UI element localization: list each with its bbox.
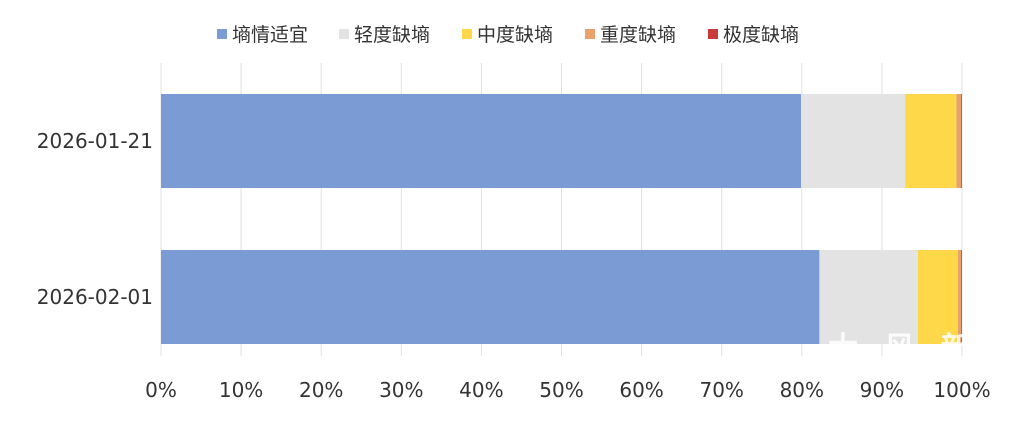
legend-swatch: [585, 29, 595, 39]
bars: [161, 94, 962, 344]
x-tick-label: 70%: [699, 378, 743, 402]
legend-label: 中度缺墒: [477, 24, 553, 46]
legend-swatch: [339, 29, 349, 39]
legend-item: 墒情适宜: [217, 24, 308, 46]
bar-segment-1-4: [956, 94, 962, 188]
watermark: 大 风 新: [828, 331, 979, 366]
x-tick-label: 0%: [145, 378, 177, 402]
legend-item: 极度缺墒: [708, 24, 799, 46]
category-labels: 2026-01-21 2026-02-01: [37, 129, 153, 309]
category-label: 2026-02-01: [37, 285, 153, 309]
bar-segment-2-2: [819, 250, 918, 344]
legend-item: 重度缺墒: [585, 24, 676, 46]
legend-label: 极度缺墒: [723, 24, 799, 46]
x-tick-label: 60%: [619, 378, 663, 402]
bar-segment-2-5: [961, 250, 962, 344]
bar-segment-1-1: [161, 94, 801, 188]
x-tick-label: 10%: [219, 378, 263, 402]
legend-item: 中度缺墒: [462, 24, 553, 46]
legend-label: 轻度缺墒: [354, 24, 430, 46]
x-tick-label: 20%: [299, 378, 343, 402]
legend-item: 轻度缺墒: [339, 24, 430, 46]
legend-swatch: [708, 29, 718, 39]
bar-segment-2-4: [957, 250, 962, 344]
bar-segment-1-3: [905, 94, 957, 188]
bar-segment-1-5: [961, 94, 962, 188]
x-tick-label: 30%: [379, 378, 423, 402]
legend-label: 重度缺墒: [600, 24, 676, 46]
x-tick-label: 90%: [860, 378, 904, 402]
bar-segment-2-3: [917, 250, 958, 344]
x-tick-label: 80%: [780, 378, 824, 402]
category-label: 2026-01-21: [37, 129, 153, 153]
legend-label: 墒情适宜: [232, 24, 308, 46]
bar-segment-1-2: [800, 94, 906, 188]
x-tick-label: 100%: [933, 378, 990, 402]
legend-swatch: [217, 29, 227, 39]
legend: 墒情适宜 轻度缺墒 中度缺墒 重度缺墒 极度缺墒: [217, 24, 799, 46]
x-tick-label: 40%: [459, 378, 503, 402]
x-tick-label: 50%: [539, 378, 583, 402]
legend-swatch: [462, 29, 472, 39]
bar-segment-2-1: [161, 250, 820, 344]
x-axis-ticks: 0% 10% 20% 30% 40% 50% 60% 70% 80% 90% 100%: [145, 378, 990, 402]
